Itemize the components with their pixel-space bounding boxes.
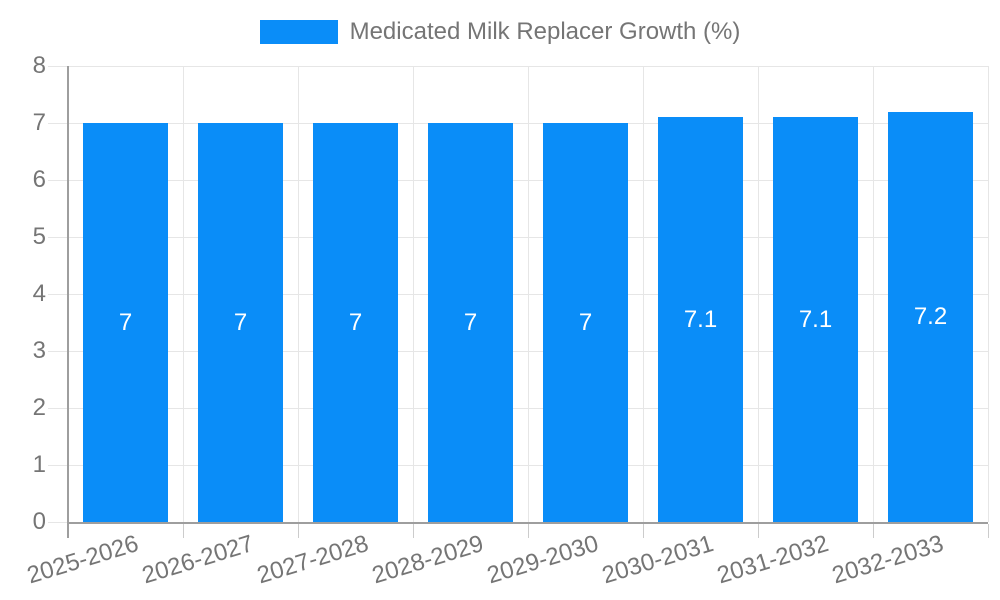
gridline-vertical xyxy=(758,66,759,522)
y-tick-mark xyxy=(48,408,68,409)
x-tick-label: 2031-2032 xyxy=(713,530,832,590)
y-tick-mark xyxy=(48,294,68,295)
plot-area: 7 7 7 7 7 7.1 7.1 7.2 xyxy=(48,66,989,538)
y-tick-mark xyxy=(48,180,68,181)
y-tick-label: 8 xyxy=(32,52,46,79)
bar-value-label: 7 xyxy=(463,308,478,336)
gridline-vertical xyxy=(298,66,299,522)
bar[interactable]: 7 xyxy=(83,123,168,522)
y-tick-mark xyxy=(48,123,68,124)
bar[interactable]: 7.2 xyxy=(888,111,973,522)
y-tick-mark xyxy=(48,351,68,352)
bar-value-label: 7.1 xyxy=(683,305,718,333)
bar-value-label: 7 xyxy=(118,308,133,336)
bar[interactable]: 7.1 xyxy=(658,117,743,522)
x-tick-mark xyxy=(298,524,299,538)
gridline-vertical xyxy=(183,66,184,522)
gridline-vertical xyxy=(528,66,529,522)
bar[interactable]: 7 xyxy=(313,123,398,522)
y-tick-label: 2 xyxy=(32,394,46,421)
x-tick-mark xyxy=(643,524,644,538)
legend: Medicated Milk Replacer Growth (%) xyxy=(0,18,1000,46)
y-tick-mark xyxy=(48,465,68,466)
bar-value-label: 7.1 xyxy=(798,305,833,333)
bar[interactable]: 7 xyxy=(428,123,513,522)
gridline-vertical xyxy=(413,66,414,522)
x-axis-line xyxy=(68,522,988,524)
x-tick-label: 2028-2029 xyxy=(368,530,487,590)
gridline-vertical xyxy=(643,66,644,522)
x-tick-label: 2027-2028 xyxy=(253,530,372,590)
gridline-vertical xyxy=(988,66,989,522)
x-tick-label: 2029-2030 xyxy=(483,530,602,590)
x-tick-mark xyxy=(758,524,759,538)
x-tick-label: 2030-2031 xyxy=(598,530,717,590)
bar-value-label: 7 xyxy=(348,308,363,336)
bar[interactable]: 7 xyxy=(198,123,283,522)
legend-swatch[interactable] xyxy=(259,20,338,44)
x-tick-mark xyxy=(183,524,184,538)
x-tick-label: 2025-2026 xyxy=(23,530,142,590)
y-axis-line xyxy=(67,66,69,538)
bar[interactable]: 7.1 xyxy=(773,117,858,522)
bar-value-label: 7.2 xyxy=(913,302,948,330)
bar-value-label: 7 xyxy=(578,308,593,336)
x-tick-mark xyxy=(413,524,414,538)
x-tick-mark xyxy=(873,524,874,538)
y-tick-label: 0 xyxy=(32,508,46,535)
y-tick-label: 5 xyxy=(32,223,46,250)
y-tick-label: 4 xyxy=(32,280,46,307)
y-tick-label: 3 xyxy=(32,337,46,364)
gridline-vertical xyxy=(873,66,874,522)
bar-value-label: 7 xyxy=(233,308,248,336)
y-tick-label: 6 xyxy=(32,166,46,193)
bar[interactable]: 7 xyxy=(543,123,628,522)
x-tick-mark xyxy=(988,524,989,538)
legend-label[interactable]: Medicated Milk Replacer Growth (%) xyxy=(349,18,741,45)
x-tick-mark xyxy=(528,524,529,538)
y-tick-label: 1 xyxy=(32,451,46,478)
x-tick-label: 2026-2027 xyxy=(138,530,257,590)
x-tick-label: 2032-2033 xyxy=(828,530,947,590)
y-tick-mark xyxy=(48,66,68,67)
y-tick-mark xyxy=(48,237,68,238)
y-tick-mark xyxy=(48,522,68,523)
y-tick-label: 7 xyxy=(32,109,46,136)
